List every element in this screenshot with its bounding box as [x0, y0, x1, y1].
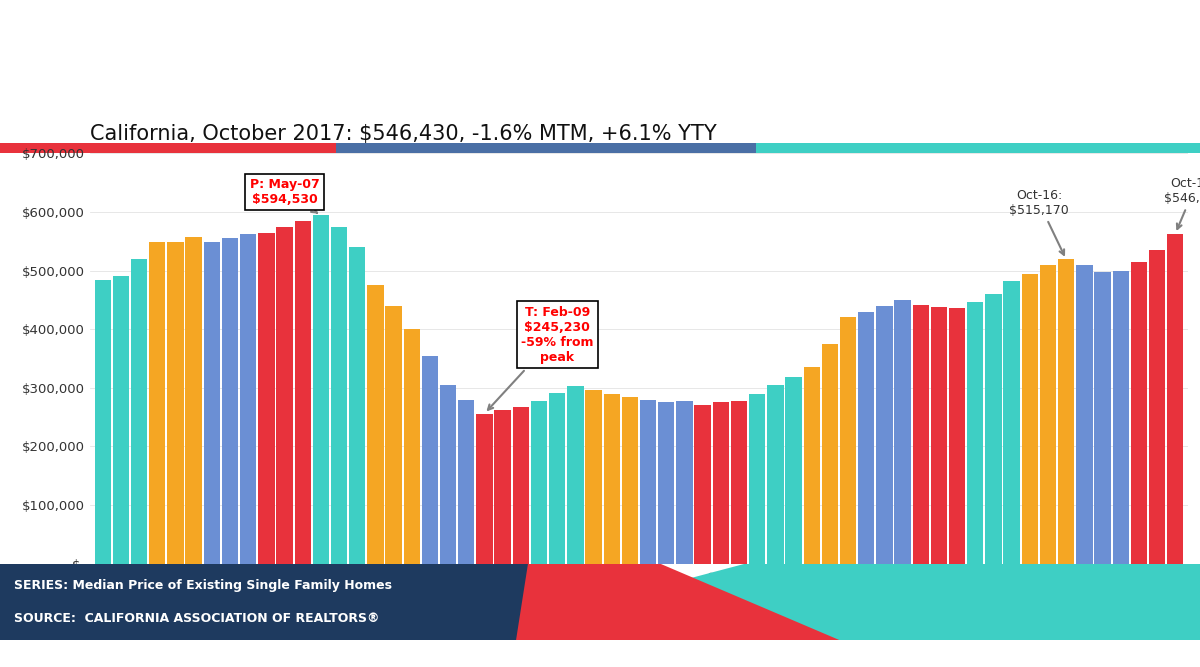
Bar	[476, 414, 493, 564]
Bar	[385, 305, 402, 564]
Bar	[713, 402, 728, 564]
Bar	[131, 259, 148, 564]
Polygon shape	[516, 564, 840, 640]
Bar	[640, 400, 656, 564]
Bar	[276, 227, 293, 564]
Bar	[313, 215, 329, 564]
Bar	[622, 397, 638, 564]
Bar	[586, 390, 601, 564]
Bar	[967, 301, 984, 564]
Text: P: May-07
$594,530: P: May-07 $594,530	[250, 178, 319, 213]
Bar	[1021, 273, 1038, 564]
Bar	[512, 407, 529, 564]
Bar	[840, 317, 857, 564]
Bar	[149, 243, 166, 564]
Bar	[349, 247, 366, 564]
Bar	[894, 301, 911, 564]
Bar	[403, 329, 420, 564]
Bar	[186, 237, 202, 564]
Polygon shape	[52, 63, 78, 137]
Bar	[440, 385, 456, 564]
Bar	[0, 564, 576, 640]
Text: Oct-17:
$546,430: Oct-17: $546,430	[1164, 177, 1200, 229]
Bar	[95, 280, 110, 564]
Bar	[240, 233, 257, 564]
Bar	[421, 356, 438, 564]
Bar	[1076, 265, 1092, 564]
Bar	[294, 221, 311, 564]
Bar	[1094, 271, 1111, 564]
Bar	[367, 285, 384, 564]
Bar	[167, 242, 184, 564]
Text: SERIES: Median Price of Existing Single Family Homes: SERIES: Median Price of Existing Single …	[14, 578, 392, 592]
Bar	[1040, 265, 1056, 564]
Text: Oct-16:
$515,170: Oct-16: $515,170	[1009, 189, 1069, 255]
Bar	[331, 227, 347, 564]
Bar	[1168, 233, 1183, 564]
Bar	[767, 385, 784, 564]
Bar	[876, 305, 893, 564]
Bar	[731, 401, 748, 564]
Bar	[677, 401, 692, 564]
Bar	[749, 394, 766, 564]
Bar	[204, 242, 220, 564]
Bar	[858, 311, 875, 564]
Bar	[1130, 262, 1147, 564]
Bar	[1148, 250, 1165, 564]
Bar	[458, 400, 474, 564]
Bar	[550, 393, 565, 564]
Bar	[336, 143, 756, 153]
Bar	[785, 378, 802, 564]
Bar	[1058, 259, 1074, 564]
Bar	[222, 238, 238, 564]
Bar	[494, 410, 511, 564]
Bar	[1112, 271, 1129, 564]
Bar	[985, 294, 1002, 564]
Text: SOURCE:  CALIFORNIA ASSOCIATION OF REALTORS®: SOURCE: CALIFORNIA ASSOCIATION OF REALTO…	[14, 612, 380, 626]
Bar	[912, 305, 929, 564]
Bar	[756, 143, 1200, 153]
Bar	[931, 307, 947, 564]
Bar	[695, 406, 710, 564]
Text: CA Median Price Continues to Grow YTY: CA Median Price Continues to Grow YTY	[96, 79, 966, 117]
Polygon shape	[25, 63, 52, 137]
Text: T: Feb-09
$245,230
-59% from
peak: T: Feb-09 $245,230 -59% from peak	[488, 305, 594, 410]
Bar	[530, 401, 547, 564]
Bar	[258, 233, 275, 564]
Text: California, October 2017: $546,430, -1.6% MTM, +6.1% YTY: California, October 2017: $546,430, -1.6…	[90, 123, 716, 143]
Bar	[113, 276, 130, 564]
Bar	[1003, 281, 1020, 564]
Polygon shape	[38, 63, 65, 137]
Polygon shape	[12, 63, 38, 137]
Bar	[949, 307, 965, 564]
Bar	[822, 344, 838, 564]
Bar	[804, 368, 820, 564]
Polygon shape	[456, 564, 1200, 640]
Bar	[658, 402, 674, 564]
Bar	[604, 394, 620, 564]
Bar	[0, 143, 336, 153]
Bar	[568, 386, 583, 564]
